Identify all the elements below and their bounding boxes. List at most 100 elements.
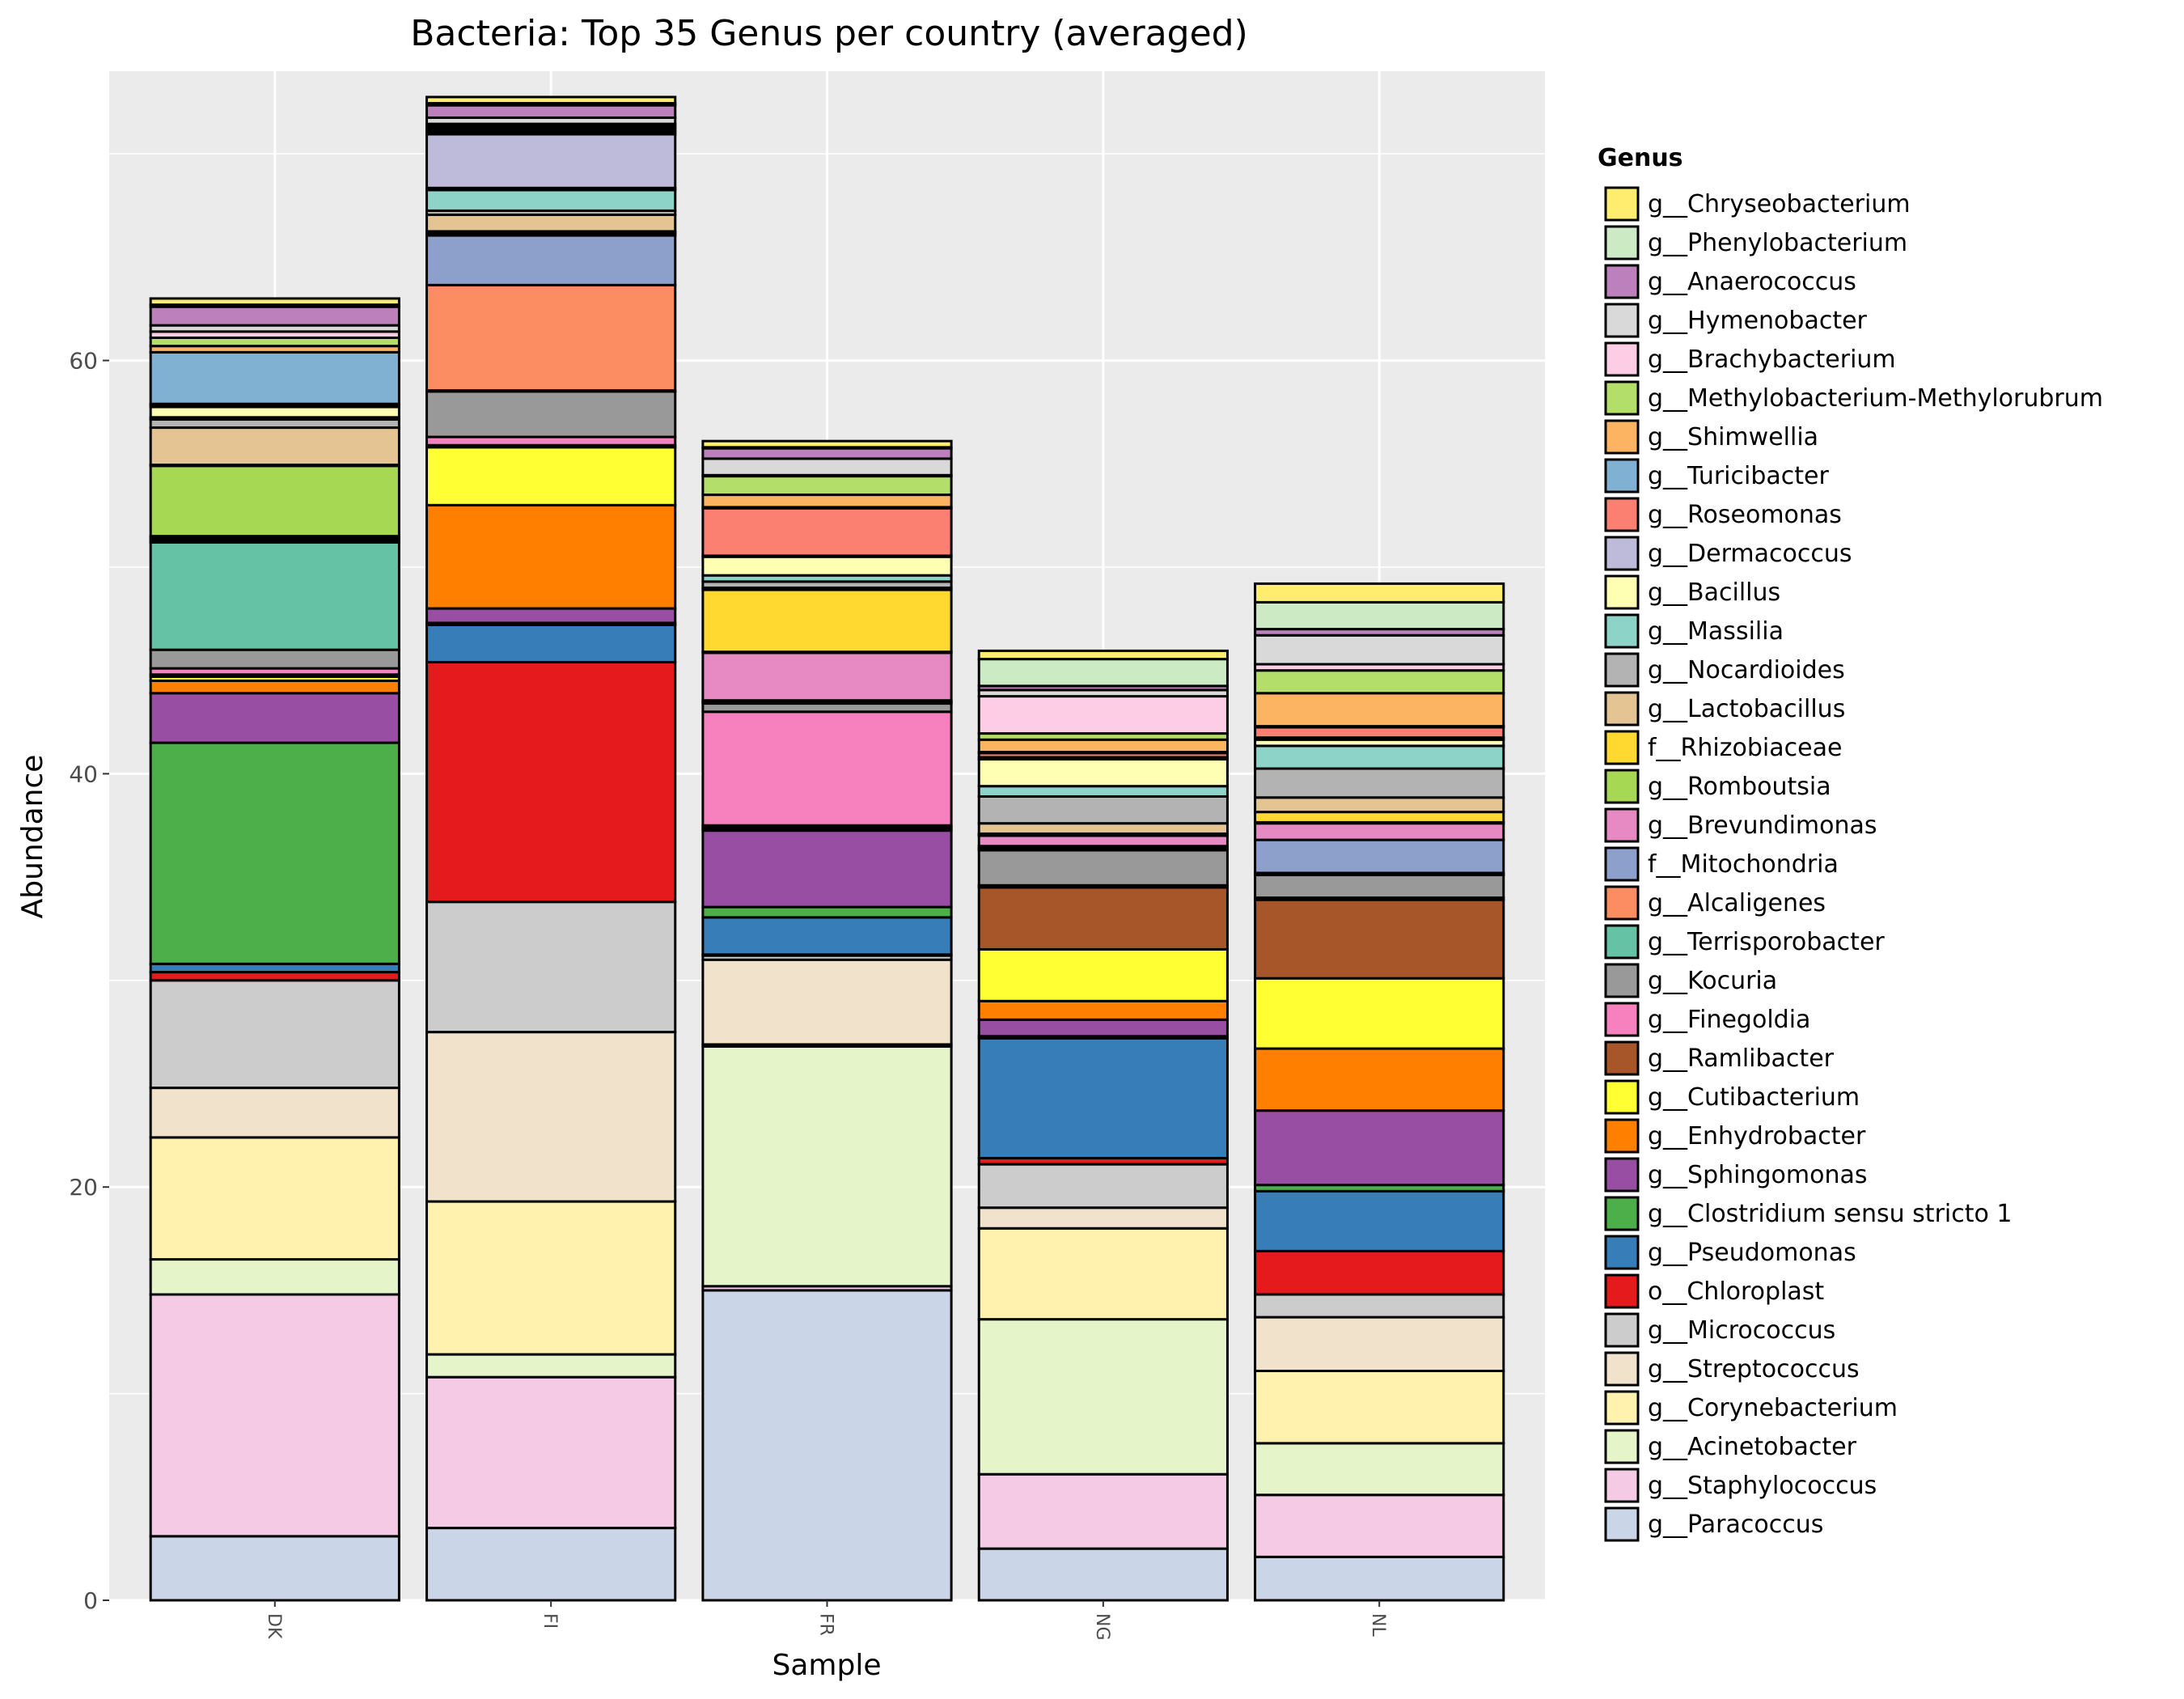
legend-label: g__Finegoldia	[1648, 1006, 1810, 1034]
bar-segment	[425, 1375, 677, 1530]
bar-segment	[149, 979, 400, 1090]
legend-key	[1604, 1273, 1640, 1309]
bar-segment	[149, 417, 400, 430]
bar-segment	[1254, 1442, 1505, 1497]
bar-segment	[977, 758, 1229, 788]
y-tick-label: 0	[83, 1587, 98, 1614]
bar-segment	[1254, 600, 1505, 631]
bar-segment	[1254, 744, 1505, 770]
legend-key	[1604, 225, 1640, 261]
legend-key	[1604, 846, 1640, 882]
y-tick-label: 40	[69, 761, 98, 787]
bar-segment	[977, 1163, 1229, 1210]
legend-label: g__Bacillus	[1648, 578, 1780, 607]
bar-segment	[149, 1136, 400, 1261]
bar-segment	[425, 1200, 677, 1356]
bar-segment	[1254, 1189, 1505, 1252]
bar-segment	[1254, 582, 1505, 604]
bar-segment	[701, 1289, 953, 1602]
bar-segment	[977, 947, 1229, 1002]
legend-key	[1604, 186, 1640, 222]
legend-key	[1604, 1312, 1640, 1348]
bar-segment	[149, 1293, 400, 1538]
bar-segment	[1254, 874, 1505, 900]
bar-segment	[1254, 1293, 1505, 1319]
bar-segment	[149, 336, 400, 348]
bar-segment	[977, 999, 1229, 1021]
chart-title: Bacteria: Top 35 Genus per country (aver…	[410, 13, 1248, 54]
bar-segment	[1254, 796, 1505, 814]
legend-label: g__Cutibacterium	[1648, 1083, 1860, 1112]
legend-key	[1604, 303, 1640, 338]
y-axis: 0 20 40 60	[69, 348, 109, 1614]
x-tick-label: FI	[540, 1613, 560, 1629]
legend-key	[1604, 1429, 1640, 1464]
bar-segment	[149, 648, 400, 670]
legend-label: g__Streptococcus	[1648, 1355, 1860, 1383]
bar-segment	[977, 1227, 1229, 1321]
legend-label: g__Roseomonas	[1648, 501, 1842, 529]
legend-label: g__Nocardioides	[1648, 656, 1845, 684]
legend-label: g__Paracoccus	[1648, 1510, 1823, 1539]
legend-label: g__Clostridium sensu stricto 1	[1648, 1200, 2012, 1228]
legend-key	[1604, 1235, 1640, 1270]
legend-label: g__Chryseobacterium	[1648, 190, 1911, 218]
x-axis: DK FI FR NG NL	[264, 1600, 1388, 1641]
bar-segment	[425, 390, 677, 439]
legend-label: g__Phenylobacterium	[1648, 229, 1907, 257]
legend-key	[1604, 341, 1640, 377]
bar-segment	[425, 95, 677, 105]
bar-segment	[1254, 669, 1505, 695]
bar-segment	[701, 447, 953, 460]
legend-key	[1604, 885, 1640, 921]
bar-segment	[977, 1018, 1229, 1038]
legend-key	[1604, 652, 1640, 688]
legend-key	[1604, 1351, 1640, 1387]
bar-segment	[1254, 1109, 1505, 1187]
bar-segment	[425, 1527, 677, 1602]
bar-segment	[701, 702, 953, 714]
bar-segment	[701, 439, 953, 449]
bar-segment	[1254, 838, 1505, 875]
bar-segment	[701, 506, 953, 557]
bar-segment	[149, 464, 400, 538]
bar-segment	[701, 958, 953, 1046]
legend-label: g__Corynebacterium	[1648, 1394, 1898, 1422]
legend-label: g__Anaerococcus	[1648, 268, 1856, 296]
legend-key	[1604, 924, 1640, 960]
legend-label: g__Enhydrobacter	[1648, 1122, 1866, 1150]
bar-segment	[1254, 726, 1505, 739]
bar-segment	[149, 1087, 400, 1139]
bar-segment	[977, 794, 1229, 825]
legend-key	[1604, 1506, 1640, 1542]
bar-segment	[1254, 811, 1505, 824]
bar-segment	[977, 649, 1229, 661]
legend-key	[1604, 419, 1640, 455]
legend-label: g__Brachybacterium	[1648, 345, 1896, 374]
bar-segment	[701, 905, 953, 919]
bar-segment	[149, 426, 400, 467]
bar-segment	[701, 555, 953, 577]
bar-segment	[425, 214, 677, 233]
legend-label: g__Lactobacillus	[1648, 695, 1845, 723]
bar-segment	[701, 475, 953, 497]
bar-segment	[149, 679, 400, 695]
bar-segment	[1254, 1047, 1505, 1112]
bar-segment	[701, 494, 953, 509]
legend-label: g__Terrisporobacter	[1648, 928, 1885, 956]
bar-segment	[1254, 767, 1505, 799]
bar-segment	[977, 1206, 1229, 1230]
legend-key	[1604, 1196, 1640, 1231]
legend-key	[1604, 380, 1640, 416]
legend: g__Chryseobacterium g__Phenylobacterium g_…	[1604, 186, 2103, 1542]
bar-segment	[425, 623, 677, 663]
bar-segment	[977, 785, 1229, 798]
bar-segment	[425, 104, 677, 119]
bar-segment	[977, 834, 1229, 848]
legend-label: g__Alcaligenes	[1648, 889, 1826, 917]
bar-segment	[425, 283, 677, 392]
bar-segment	[977, 849, 1229, 887]
legend-label: g__Staphylococcus	[1648, 1472, 1877, 1500]
legend-key	[1604, 730, 1640, 765]
bar-segment	[425, 435, 677, 447]
